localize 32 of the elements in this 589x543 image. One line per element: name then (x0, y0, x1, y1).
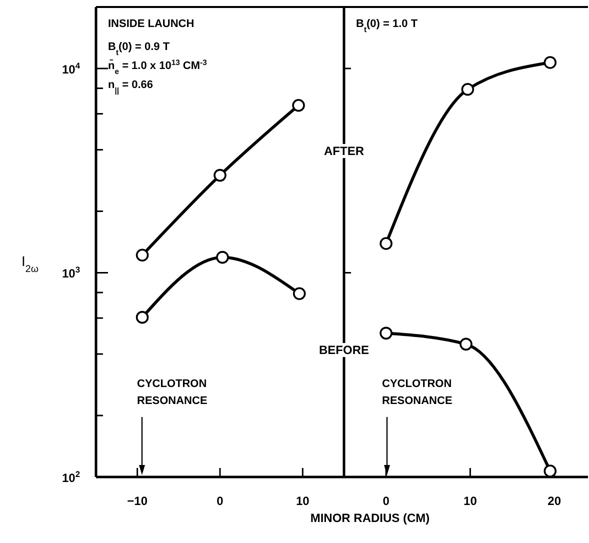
x-axis-title: MINOR RADIUS (CM) (310, 511, 430, 525)
x-tick-label: 0 (382, 494, 390, 508)
point (214, 168, 226, 182)
point (380, 326, 392, 340)
y-axis-title: I$_{2ω}$ (22, 253, 39, 274)
text: AFTER (324, 144, 364, 158)
annotation: n̄$_{e}$ = 1.0 x 10$^{13}$ CM$^{-3}$ (108, 58, 207, 76)
point (461, 83, 474, 96)
x-tick-label: 10 (296, 494, 310, 508)
text: BEFORE (318, 343, 370, 357)
point (292, 98, 305, 112)
y-tick-label: 10$^{4}$ (62, 60, 80, 76)
annotation: n$_{||}$ = 0.66 (108, 79, 153, 94)
annotation: INSIDE LAUNCH (108, 18, 194, 30)
annotation: CYCLOTRON RESONANCE (137, 378, 208, 407)
x-tick-label: 0 (216, 494, 224, 508)
point (380, 237, 392, 250)
x-tick-label: −10 (127, 494, 148, 508)
x-tick-label: 10 (464, 494, 478, 508)
annotation: B$_{t}$(0) = 1.0 T (356, 18, 418, 34)
point (216, 250, 229, 264)
point (136, 310, 149, 324)
y-tick-label: 10$^{2}$ (62, 469, 80, 485)
point (460, 338, 472, 351)
point (136, 248, 149, 262)
y-tick-label: 10$^{3}$ (62, 264, 80, 281)
point (292, 287, 306, 300)
x-tick-label: 20 (548, 494, 562, 508)
annotation: CYCLOTRON RESONANCE (382, 378, 452, 407)
annotation: B$_{t}$(0) = 0.9 T (108, 41, 170, 56)
point (544, 464, 557, 478)
point (544, 56, 557, 69)
